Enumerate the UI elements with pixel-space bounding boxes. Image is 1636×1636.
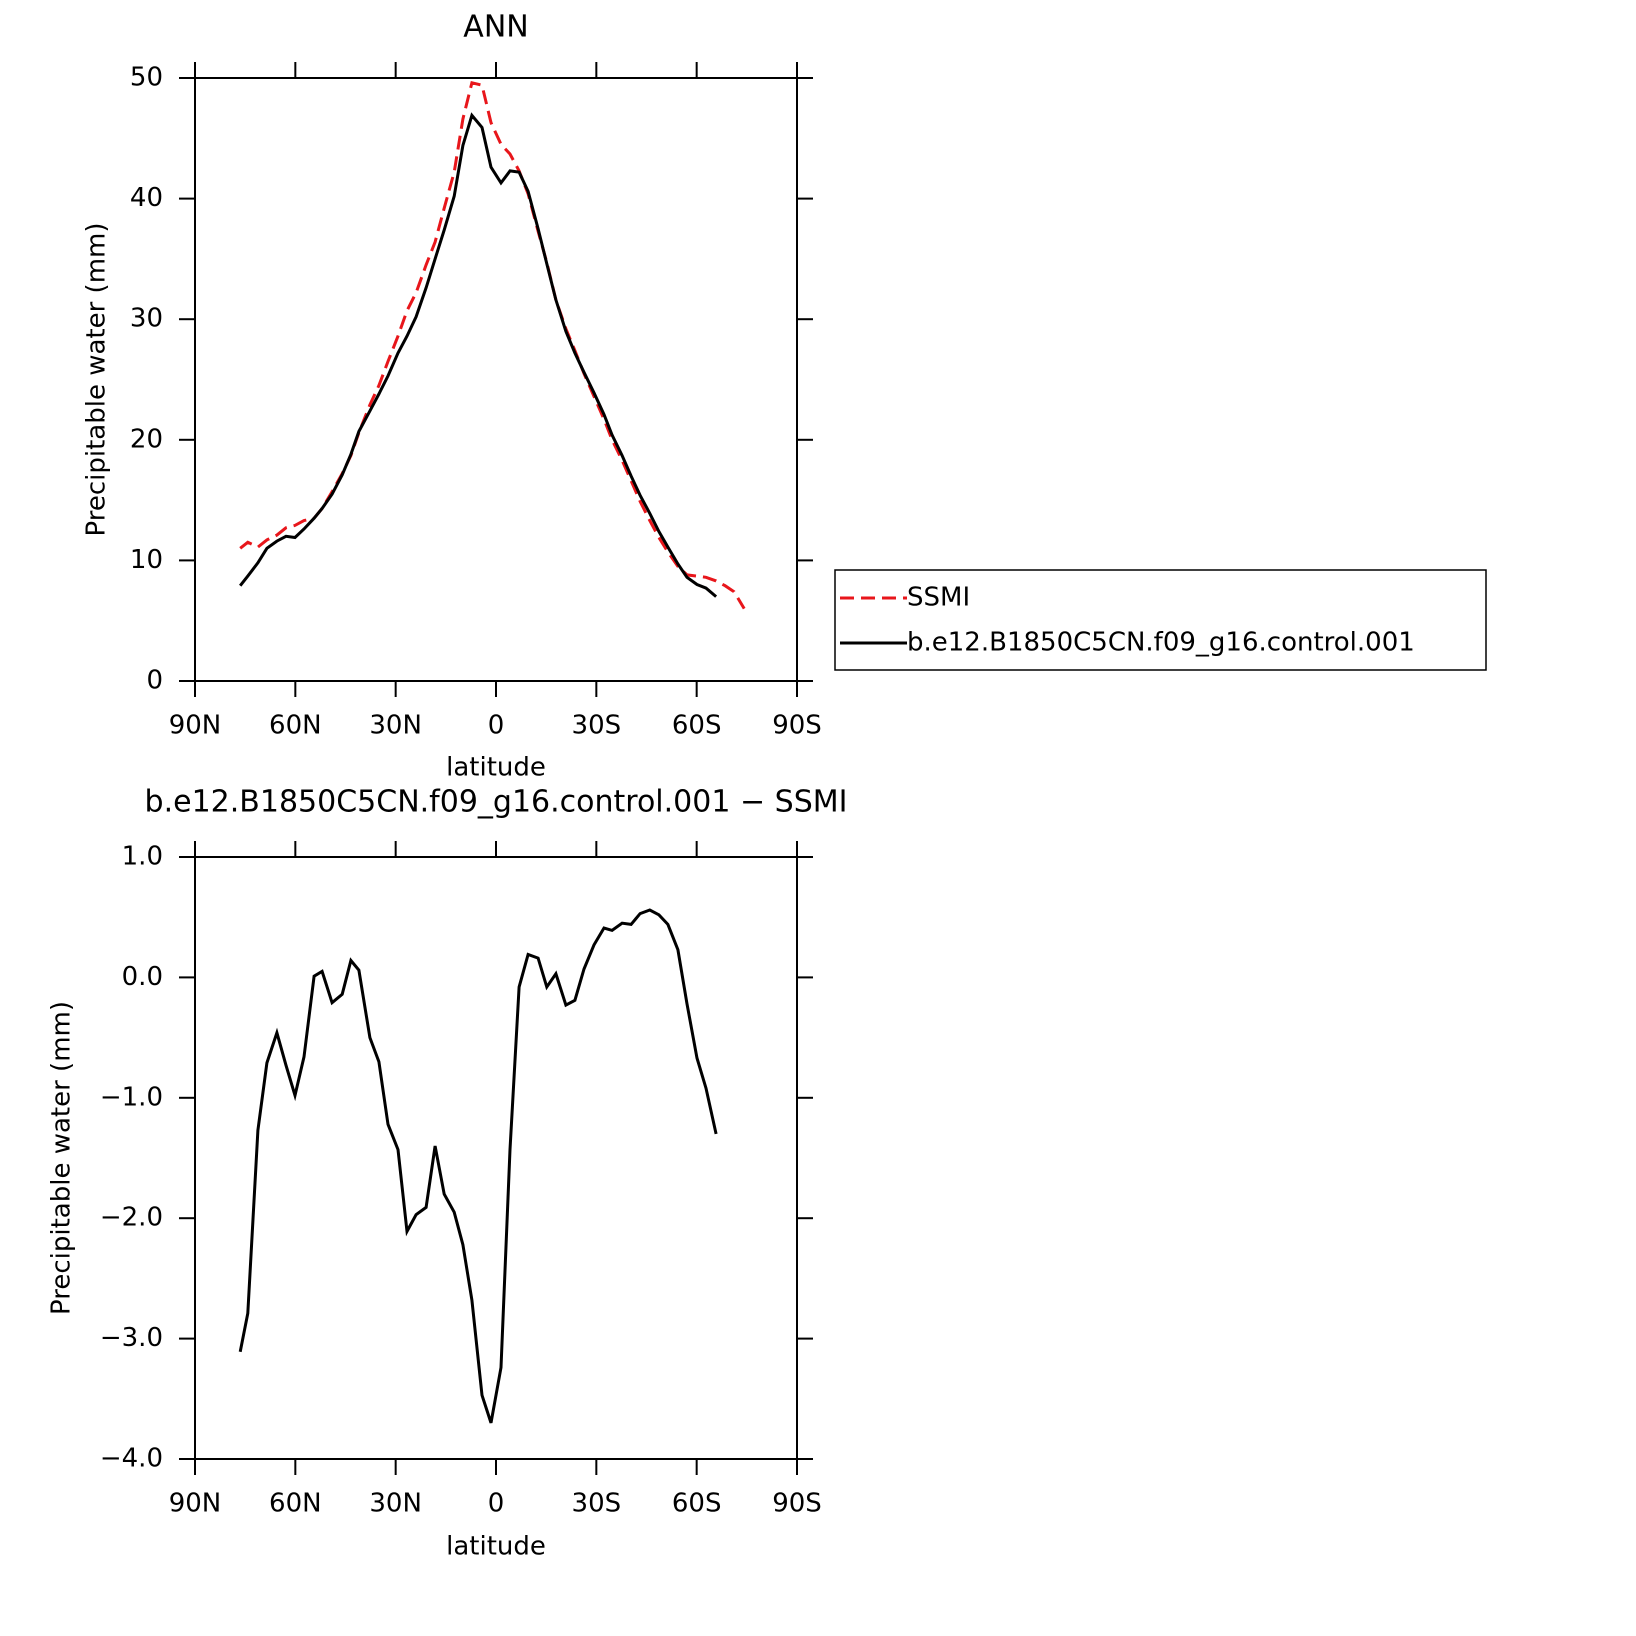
legend-label: b.e12.B1850C5CN.f09_g16.control.001 — [907, 628, 1415, 658]
y-axis-label: Precipitable water (mm) — [47, 1001, 77, 1315]
x-tick-label: 30N — [369, 1489, 422, 1519]
legend-label: SSMI — [907, 583, 970, 613]
y-tick-label: 0.0 — [122, 962, 163, 992]
y-tick-label: −4.0 — [100, 1444, 163, 1474]
y-tick-label: −1.0 — [100, 1082, 163, 1112]
x-tick-label: 90S — [772, 711, 822, 741]
x-tick-label: 60S — [672, 711, 722, 741]
x-tick-label: 60N — [269, 1489, 322, 1519]
plot-frame — [194, 856, 798, 1460]
x-axis-label: latitude — [446, 753, 546, 783]
x-tick-label: 30N — [369, 711, 422, 741]
x-tick-label: 30S — [572, 711, 622, 741]
x-axis-label: latitude — [446, 1532, 546, 1562]
x-tick-label: 0 — [488, 711, 505, 741]
x-tick-label: 90N — [169, 1489, 222, 1519]
y-tick-label: 1.0 — [122, 842, 163, 872]
y-tick-label: 20 — [130, 424, 163, 454]
y-tick-label: −2.0 — [100, 1203, 163, 1233]
x-tick-label: 90N — [169, 711, 222, 741]
y-tick-label: 10 — [130, 545, 163, 575]
data-line — [238, 908, 718, 1424]
y-tick-label: 30 — [130, 304, 163, 334]
y-tick-label: 40 — [130, 183, 163, 213]
chart-title: ANN — [463, 10, 528, 45]
x-tick-label: 30S — [572, 1489, 622, 1519]
x-tick-label: 90S — [772, 1489, 822, 1519]
y-tick-label: −3.0 — [100, 1323, 163, 1353]
x-tick-label: 0 — [488, 1489, 505, 1519]
x-tick-label: 60S — [672, 1489, 722, 1519]
chart-title: b.e12.B1850C5CN.f09_g16.control.001 − SS… — [145, 785, 848, 820]
legend-box — [834, 569, 1487, 671]
y-tick-label: 50 — [130, 63, 163, 93]
x-tick-label: 60N — [269, 711, 322, 741]
y-tick-label: 0 — [146, 666, 163, 696]
data-line — [239, 112, 718, 598]
data-line — [239, 80, 746, 610]
y-axis-label: Precipitable water (mm) — [82, 223, 112, 537]
